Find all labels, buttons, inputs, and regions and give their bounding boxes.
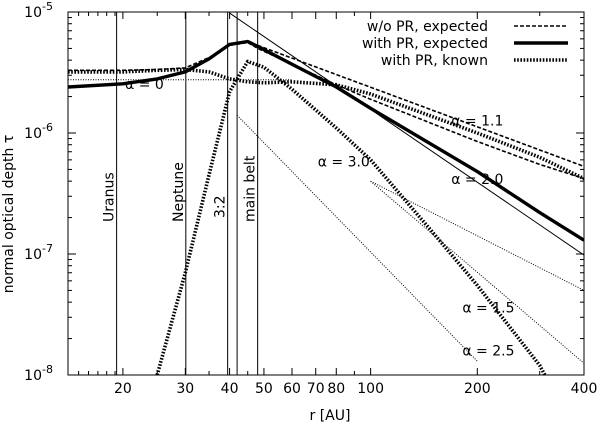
annotation-1: α = 1.1: [451, 114, 503, 130]
series-lines: [68, 39, 584, 375]
series-line-3: [155, 59, 547, 375]
annotation-5: α = 2.5: [462, 343, 514, 359]
legend-label-2: with PR, known: [381, 53, 488, 69]
reference-line-2: [229, 12, 584, 256]
x-axis-label: r [AU]: [310, 408, 351, 424]
annotation-2: α = 2.0: [451, 172, 503, 188]
y-tick-label-1: 10: [24, 247, 42, 263]
series-line-1: [68, 39, 584, 242]
x-tick-label-1: 30: [176, 381, 194, 397]
x-tick-label-4: 60: [283, 381, 301, 397]
marker-label-1: Neptune: [171, 162, 187, 222]
x-tick-label-7: 100: [357, 381, 384, 397]
plot-border: [67, 11, 585, 376]
y-axis-label: normal optical depth τ: [1, 135, 17, 294]
marker-label-2: 3:2: [213, 195, 229, 218]
y-tick-label-3: 10: [24, 5, 42, 21]
reference-lines: [68, 12, 584, 364]
y-tick-exp-3: -5: [42, 0, 53, 13]
plot-frame: [67, 11, 585, 376]
y-tick-exp-2: -6: [42, 121, 53, 134]
annotation-4: α = 1.5: [462, 300, 514, 316]
series-line-2: [68, 67, 584, 181]
x-tick-label-5: 70: [307, 381, 325, 397]
marker-label-0: Uranus: [102, 172, 118, 222]
x-tick-label-3: 50: [255, 381, 273, 397]
y-tick-exp-1: -7: [42, 242, 53, 255]
vertical-markers: Uranus Neptune 3:2 main belt: [102, 12, 259, 375]
x-tick-label-2: 40: [221, 381, 239, 397]
annotation-3: α = 3.0: [318, 154, 370, 170]
x-tick-label-9: 400: [571, 381, 598, 397]
annotation-0: α = 0: [125, 77, 164, 93]
reference-line-1: [257, 44, 584, 168]
y-tick-label-2: 10: [24, 126, 42, 142]
reference-line-5: [370, 180, 584, 364]
y-tick-label-0: 10: [24, 368, 42, 384]
legend-label-0: w/o PR, expected: [367, 19, 488, 35]
annotations: α = 0 α = 1.1 α = 2.0 α = 3.0 α = 1.5 α = 2.5: [125, 77, 514, 359]
legend-label-1: with PR, expected: [362, 36, 488, 52]
x-tick-label-0: 20: [114, 381, 132, 397]
x-tick-label-8: 200: [464, 381, 491, 397]
y-tick-exp-0: -8: [42, 363, 53, 376]
x-tick-label-6: 80: [327, 381, 345, 397]
marker-label-4: main belt: [243, 155, 259, 222]
